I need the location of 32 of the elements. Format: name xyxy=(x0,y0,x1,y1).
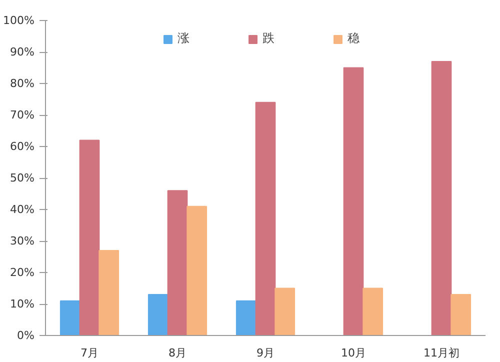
y-tick-label: 60% xyxy=(10,140,35,153)
y-tick-label: 50% xyxy=(10,172,35,184)
bar xyxy=(148,294,168,336)
y-tick-label: 90% xyxy=(10,46,35,58)
y-tick-label: 70% xyxy=(10,108,35,122)
bar xyxy=(186,206,208,336)
x-tick-label: 7月 xyxy=(80,346,98,360)
legend-label: 稳 xyxy=(348,30,360,47)
y-tick-label: 40% xyxy=(10,203,35,216)
bar xyxy=(236,300,256,336)
legend-label: 跌 xyxy=(262,30,276,47)
bar xyxy=(450,294,472,336)
y-tick-label: 10% xyxy=(10,298,35,310)
y-tick-label: 0% xyxy=(17,329,34,342)
x-tick-label: 8月 xyxy=(168,346,186,360)
bar xyxy=(255,102,276,336)
bar xyxy=(274,288,296,336)
x-tick-label: 9月 xyxy=(256,346,274,360)
y-tick-label: 100% xyxy=(3,14,35,27)
y-tick-label: 80% xyxy=(10,77,35,90)
x-tick-label: 10月 xyxy=(341,346,366,360)
y-tick-label: 20% xyxy=(10,266,35,279)
x-tick-label: 11月初 xyxy=(424,346,460,360)
bar xyxy=(167,190,188,336)
bar xyxy=(431,60,452,336)
legend-label: 涨 xyxy=(178,30,190,47)
bar xyxy=(79,140,100,336)
bar xyxy=(98,250,120,336)
bar xyxy=(362,288,384,336)
y-tick-label: 30% xyxy=(10,234,35,248)
bar xyxy=(60,300,80,336)
bar xyxy=(343,67,364,336)
